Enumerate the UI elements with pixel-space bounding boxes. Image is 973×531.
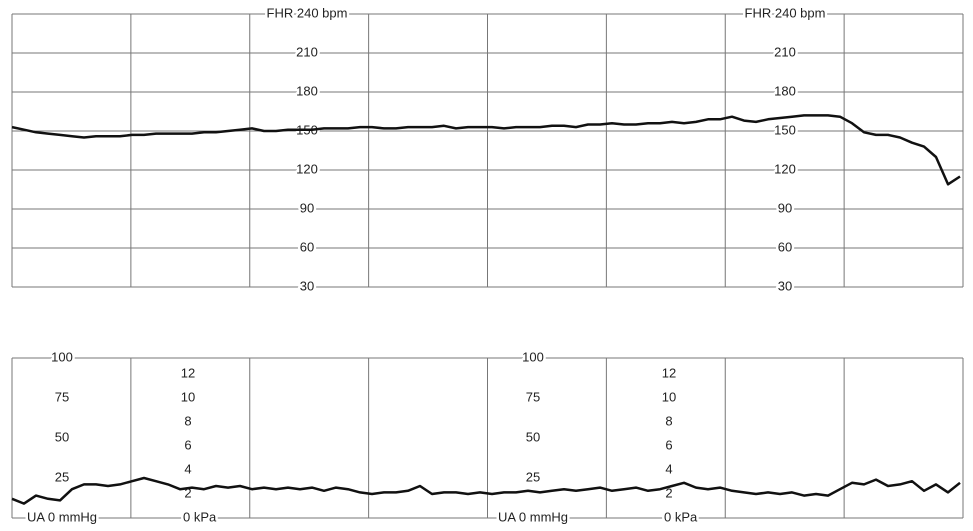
y2-tick-label: 8: [665, 413, 672, 428]
y-tick-label: 210: [774, 44, 796, 59]
y-tick-label: 50: [526, 429, 540, 444]
y-tick-label: 120: [774, 161, 796, 176]
y-tick-label: FHR 240 bpm: [745, 5, 826, 20]
y-tick-label: 150: [774, 122, 796, 137]
y2-tick-label: 4: [665, 461, 672, 476]
y-tick-label: 60: [778, 239, 792, 254]
y2-tick-label: 6: [184, 437, 191, 452]
trace-line: [11, 114, 961, 186]
y-tick-label: 25: [526, 469, 540, 484]
y-tick-label: FHR 240 bpm: [267, 5, 348, 20]
y2-tick-label: 10: [662, 389, 676, 404]
y2-tick-label: 0 kPa: [664, 509, 698, 524]
y-tick-label: 25: [55, 469, 69, 484]
y-tick-label: 180: [774, 83, 796, 98]
y2-tick-label: 12: [662, 365, 676, 380]
y-tick-label: 30: [300, 278, 314, 293]
y-tick-label: 100: [522, 349, 544, 364]
y-tick-label: 90: [300, 200, 314, 215]
trace-line: [11, 476, 961, 505]
y-tick-label: 210: [296, 44, 318, 59]
y-tick-label: 60: [300, 239, 314, 254]
y2-tick-label: 4: [184, 461, 191, 476]
y-tick-label: UA 0 mmHg: [498, 509, 568, 524]
y2-tick-label: 0 kPa: [183, 509, 217, 524]
y-tick-label: 90: [778, 200, 792, 215]
y2-tick-label: 6: [665, 437, 672, 452]
y-tick-label: 180: [296, 83, 318, 98]
y2-tick-label: 10: [181, 389, 195, 404]
y-tick-label: 75: [526, 389, 540, 404]
y-tick-label: 120: [296, 161, 318, 176]
y-tick-label: 50: [55, 429, 69, 444]
y2-tick-label: 12: [181, 365, 195, 380]
y2-tick-label: 8: [184, 413, 191, 428]
y-tick-label: 100: [51, 349, 73, 364]
y-tick-label: UA 0 mmHg: [27, 509, 97, 524]
y-tick-label: 75: [55, 389, 69, 404]
y-tick-label: 30: [778, 278, 792, 293]
